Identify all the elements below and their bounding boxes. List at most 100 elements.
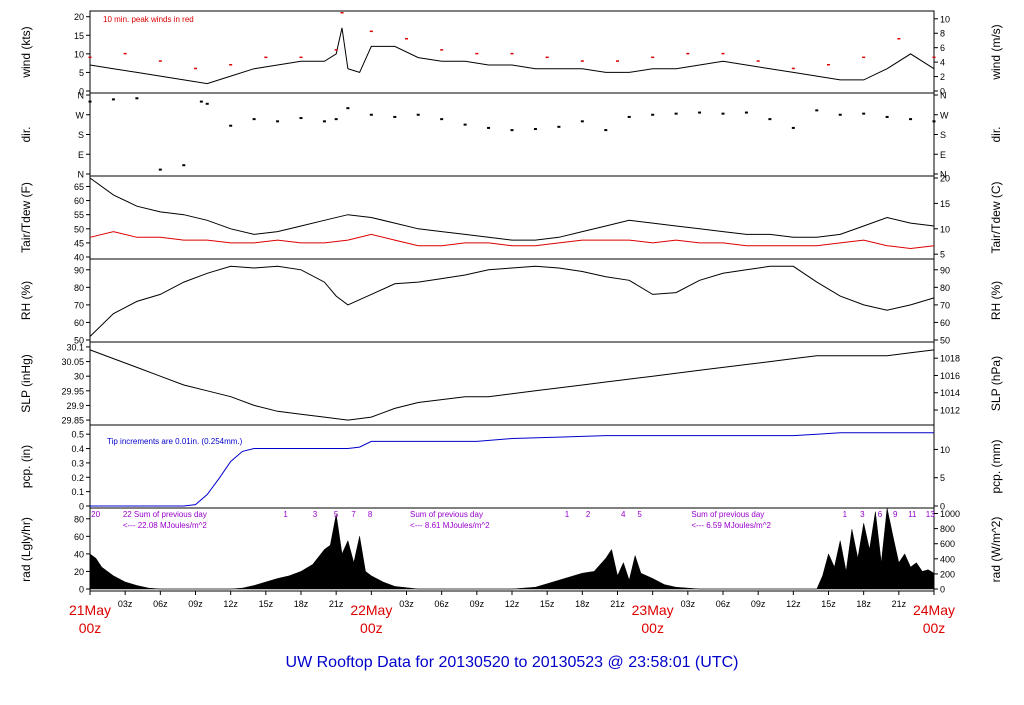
data-point [369,113,373,116]
wind-annotation: 10 min. peak winds in red [103,15,194,24]
left-tick-label: 50 [74,336,84,346]
data-point [721,112,725,115]
data-point [768,118,772,121]
peak-wind-mark [194,67,197,70]
right-tick-label: N [940,170,947,180]
right-tick-label: 10 [940,224,950,234]
peak-wind-mark [340,12,344,14]
data-point [205,102,209,105]
time-tick-label: 06z [153,599,168,609]
left-tick-label: 20 [74,12,84,22]
peak-wind-mark [475,52,479,55]
panel-temp: 40 45 50 55 60 65 5 10 15 20 Tair/Tdew (F) Tair/Tde… [19,174,1003,263]
left-tick-label: 40 [74,253,84,263]
left-tick-label: S [78,130,84,140]
right-tick-label: 80 [940,283,950,293]
rad-annotation: <--- 8.61 MJoules/m^2 [410,521,490,530]
rad-annotation: Sum of previous day [691,510,764,519]
left-tick-label: 0.3 [71,458,84,468]
day-label-hour: 00z [641,620,664,636]
right-tick-label: 2 [940,72,945,82]
rad-annotation: 9 [893,510,898,519]
y-axis-label-right: wind (m/s) [989,24,1003,80]
data-point [510,129,514,132]
right-tick-label: 200 [940,569,955,579]
left-tick-label: 20 [74,567,84,577]
y-axis-label-right: Tair/Tdew (C) [989,181,1003,253]
right-tick-label: 50 [940,336,950,346]
data-point [346,107,350,110]
left-tick-label: 29.95 [61,386,84,396]
peak-wind-mark [862,56,866,59]
panel-rh: 50 60 70 80 90 50 60 70 80 90 RH (%) RH (%) [19,258,1003,346]
data-point [299,117,303,120]
time-tick-label: 03z [118,599,133,609]
data-point [322,120,326,123]
day-label-date: 23May [632,602,674,618]
panel-frame [89,341,935,426]
time-tick-label: 09z [188,599,203,609]
panel-wind: 0 5 10 15 20 0 2 4 6 8 10 wind (kts) wind (m/s) 10 mi… [19,10,1003,97]
data-point [674,112,678,115]
peak-wind-mark [299,56,303,59]
left-tick-label: 30.1 [66,342,84,352]
chart-title: UW Rooftop Data for 20130520 to 20130523… [286,654,739,671]
data-point [862,112,866,115]
series-line-rh [89,265,935,337]
right-tick-label: 0 [940,87,945,97]
left-tick-label: N [78,91,85,101]
peak-wind-mark [369,30,373,33]
left-tick-label: 29.85 [61,416,84,426]
right-tick-label: S [940,130,946,140]
y-axis-label-left: dir. [19,126,33,142]
peak-wind-mark [651,56,655,59]
data-point [533,128,537,131]
left-tick-label: 10 [74,49,84,59]
data-point [182,164,186,167]
data-point [909,118,913,121]
time-tick-label: 15z [259,599,274,609]
rad-annotation: 2 [586,510,591,519]
data-point [393,115,397,118]
left-tick-label: 0 [79,87,84,97]
left-tick-label: W [76,110,85,120]
data-point [252,118,256,121]
data-point [229,124,233,127]
left-tick-label: 0.5 [71,430,84,440]
series-line-Tdew [89,231,935,250]
peak-wind-mark [545,56,549,59]
left-tick-label: 29.9 [66,401,84,411]
time-tick-label: 12z [786,599,801,609]
peak-wind-mark [791,67,795,70]
y-axis-label-left: pcp. (in) [19,445,33,488]
time-tick-label: 06z [434,599,449,609]
time-tick-label: 03z [681,599,696,609]
series-line-Tair [89,177,935,241]
right-tick-label: 1018 [940,354,960,364]
day-label-date: 22May [350,602,392,618]
data-point [885,115,889,118]
pcp-annotation: Tip increments are 0.01in. (0.254mm.) [107,437,243,446]
left-tick-label: N [78,170,85,180]
peak-wind-mark [158,60,162,62]
peak-wind-mark [827,64,830,66]
series-line-mean [89,27,935,85]
panel-frame [89,92,935,177]
data-point [158,168,162,171]
data-point [111,98,115,101]
peak-wind-mark [897,38,901,40]
left-tick-label: 80 [74,283,84,293]
left-tick-label: 0 [79,585,84,595]
right-tick-label: 10 [940,445,950,455]
data-point [627,115,631,118]
left-tick-label: 0.2 [71,473,84,483]
rad-annotation: 13 [926,510,935,519]
data-point [791,126,795,129]
day-label-date: 24May [913,602,955,618]
day-label-hour: 00z [923,620,946,636]
right-tick-label: 400 [940,554,955,564]
peak-wind-mark [123,52,127,55]
